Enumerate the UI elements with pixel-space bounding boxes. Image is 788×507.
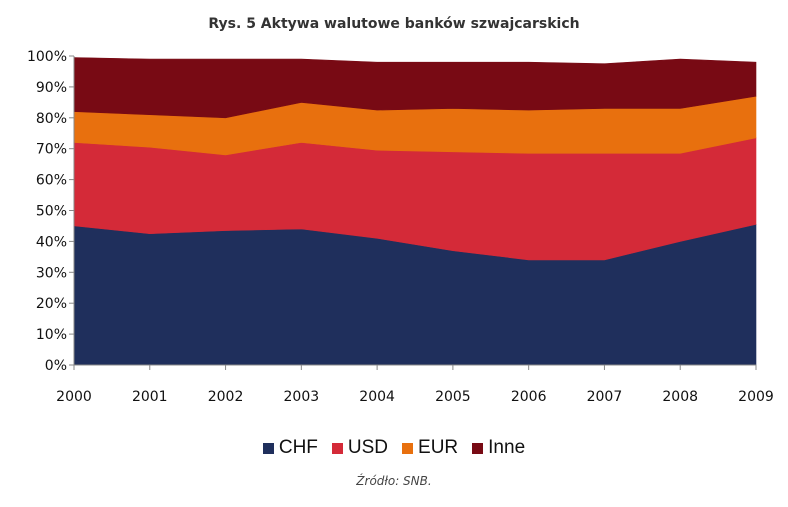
y-tick-label: 20%: [36, 296, 67, 312]
y-tick-label: 70%: [36, 142, 67, 158]
x-tick-label: 2008: [662, 389, 698, 405]
legend-label: USD: [347, 437, 389, 458]
x-tick-label: 2005: [435, 389, 471, 405]
chart-title: Rys. 5 Aktywa walutowe banków szwajcarsk…: [208, 16, 580, 32]
x-tick-label: 2000: [56, 389, 92, 405]
y-axis-ticks: 0% 10% 20% 30% 40% 50% 60% 70% 80% 90% 100%: [27, 49, 74, 374]
legend-swatch: [472, 442, 484, 454]
legend-swatch: [262, 442, 274, 454]
legend-item-eur: EUR: [402, 437, 458, 459]
y-tick-label: 90%: [36, 80, 67, 96]
y-tick-label: 80%: [36, 111, 67, 127]
legend-swatch: [331, 442, 343, 454]
x-tick-label: 2004: [359, 389, 395, 405]
x-tick-label: 2002: [208, 389, 244, 405]
x-tick-label: 2009: [738, 389, 774, 405]
y-tick-label: 0%: [45, 358, 67, 374]
area-inne: [73, 57, 757, 119]
y-tick-label: 100%: [27, 49, 67, 65]
series-areas: [73, 57, 757, 366]
x-tick-label: 2001: [132, 389, 168, 405]
y-tick-label: 50%: [36, 204, 67, 220]
legend-item-inne: Inne: [472, 437, 525, 459]
x-axis-ticks: 2000 2001 2002 2003 2004 2005 2006 2007 2008 2009: [56, 365, 774, 405]
x-tick-label: 2007: [587, 389, 623, 405]
legend-label: CHF: [278, 437, 318, 458]
legend-item-chf: CHF: [262, 437, 318, 459]
x-tick-label: 2006: [511, 389, 547, 405]
y-tick-label: 60%: [36, 173, 67, 189]
legend-item-usd: USD: [331, 437, 389, 459]
y-tick-label: 40%: [36, 234, 67, 250]
source-note: Źródło: SNB.: [356, 474, 432, 488]
legend: CHF USD EUR Inne: [0, 437, 788, 459]
y-tick-label: 10%: [36, 327, 67, 343]
legend-label: EUR: [418, 437, 459, 458]
legend-swatch: [402, 442, 414, 454]
legend-label: Inne: [488, 437, 526, 458]
x-tick-label: 2003: [284, 389, 320, 405]
y-tick-label: 30%: [36, 265, 67, 281]
